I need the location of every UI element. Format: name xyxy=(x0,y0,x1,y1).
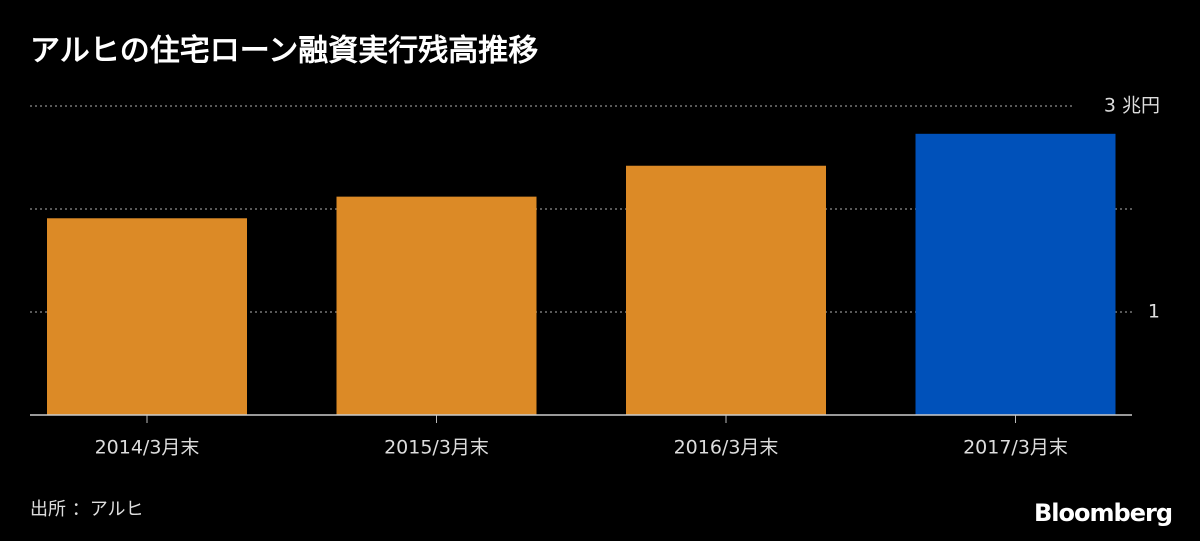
bar xyxy=(336,196,537,415)
bar xyxy=(626,165,826,415)
source: 出所 ：アルヒ xyxy=(30,499,144,520)
y-tick-label: 3 兆円 xyxy=(1104,95,1160,117)
brand-logo: Bloomberg xyxy=(1034,499,1172,527)
chart-title: アルヒの住宅ローン融資実行残高推移 xyxy=(30,34,538,69)
y-tick-label: 1 xyxy=(1148,301,1160,323)
x-tick-label: 2014/3月末 xyxy=(95,437,200,459)
x-tick-label: 2017/3月末 xyxy=(963,437,1068,459)
bar xyxy=(47,218,247,415)
bar xyxy=(915,133,1116,415)
x-tick-label: 2016/3月末 xyxy=(674,437,779,459)
x-tick-label: 2015/3月末 xyxy=(384,437,489,459)
